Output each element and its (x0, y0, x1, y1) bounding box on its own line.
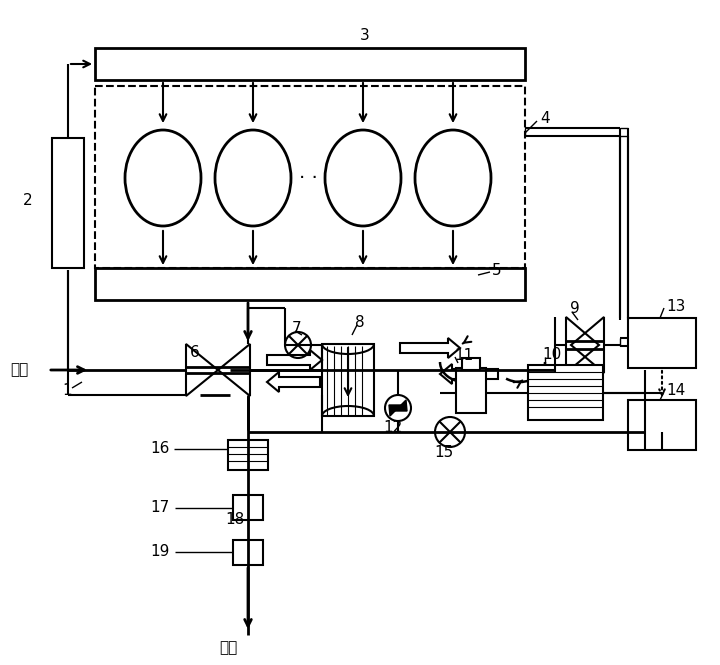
Bar (52, 138, 84, 268)
Text: 7: 7 (292, 321, 302, 336)
Text: 排气: 排气 (219, 640, 237, 656)
Text: 17: 17 (150, 501, 169, 515)
Text: 5: 5 (492, 263, 502, 277)
Ellipse shape (215, 130, 291, 226)
Bar (462, 358, 480, 370)
Text: 13: 13 (666, 299, 685, 313)
Bar (456, 368, 486, 413)
Text: 14: 14 (666, 382, 685, 398)
Polygon shape (395, 400, 407, 411)
Text: 19: 19 (150, 545, 169, 559)
Bar (233, 495, 263, 520)
Ellipse shape (415, 130, 491, 226)
Text: 15: 15 (434, 444, 454, 460)
Bar (233, 540, 263, 565)
Ellipse shape (325, 130, 401, 226)
Text: 2: 2 (23, 192, 33, 207)
Text: 11: 11 (454, 348, 473, 362)
Text: 18: 18 (225, 513, 244, 527)
Text: 16: 16 (150, 440, 169, 456)
Text: 12: 12 (383, 420, 402, 434)
Bar (628, 400, 696, 450)
Text: · ·: · · (299, 168, 318, 188)
Text: 1: 1 (62, 382, 71, 398)
Ellipse shape (125, 130, 201, 226)
Text: 10: 10 (542, 346, 562, 362)
Bar (95, 86, 525, 268)
Text: 8: 8 (355, 315, 364, 329)
Text: 6: 6 (190, 344, 199, 360)
Text: 9: 9 (570, 301, 580, 315)
Bar (628, 318, 696, 368)
Bar (95, 268, 525, 300)
Bar (528, 365, 603, 420)
Text: 3: 3 (360, 27, 370, 43)
Text: 4: 4 (540, 110, 549, 126)
Bar (228, 440, 268, 470)
Bar (322, 344, 374, 416)
Bar (95, 48, 525, 80)
Text: 进气: 进气 (10, 362, 28, 378)
Polygon shape (389, 405, 401, 416)
